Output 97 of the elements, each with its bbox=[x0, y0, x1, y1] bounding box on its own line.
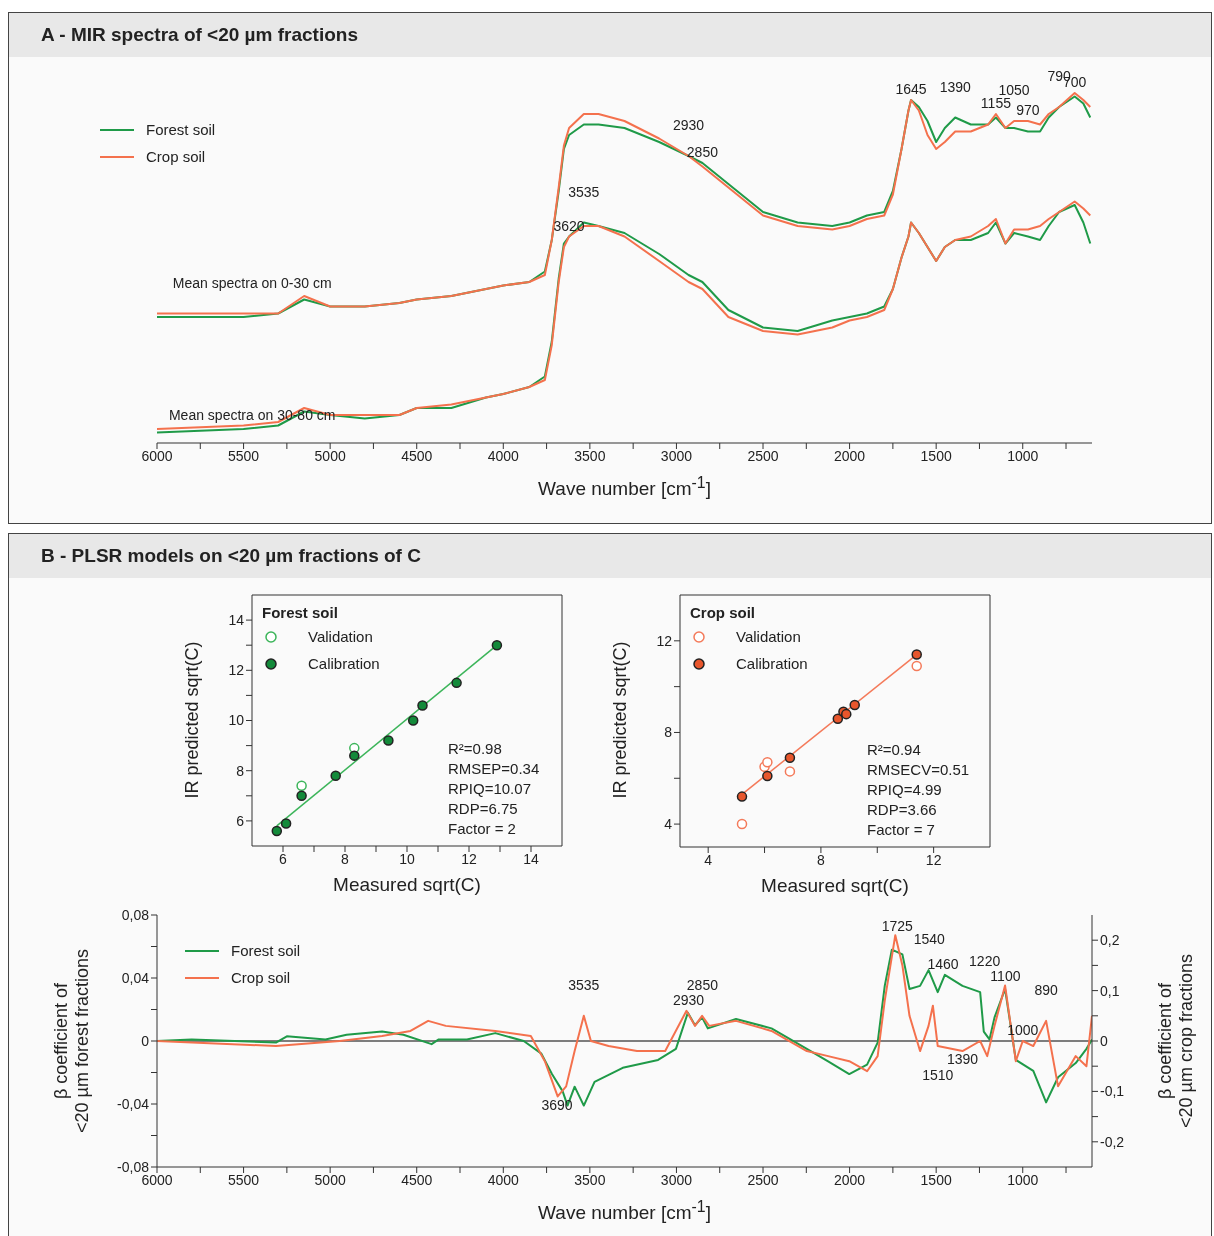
annotation: Factor = 2 bbox=[448, 819, 517, 839]
annotation: 1510 bbox=[922, 1066, 954, 1083]
legend-label: Validation bbox=[308, 628, 373, 645]
legend-label: Validation bbox=[736, 628, 801, 645]
x-tick-label: 4500 bbox=[401, 447, 433, 464]
y-tick-label: 12 bbox=[228, 662, 245, 679]
y2-axis-title: β coefficient of <20 µm crop fractions bbox=[1155, 954, 1197, 1128]
x-tick-label: 2000 bbox=[834, 1171, 866, 1188]
y-tick-label: 0,04 bbox=[121, 969, 150, 986]
x-tick-label: 2000 bbox=[834, 447, 866, 464]
x-tick-label: 8 bbox=[817, 851, 826, 868]
annotation: RMSEP=0.34 bbox=[448, 759, 540, 779]
x-tick-label: 1000 bbox=[1007, 447, 1039, 464]
x-tick-label: 2500 bbox=[747, 447, 779, 464]
x-tick-label: 5500 bbox=[228, 1171, 260, 1188]
x-tick-label: 6000 bbox=[141, 447, 173, 464]
annotation: RMSECV=0.51 bbox=[867, 760, 970, 780]
legend-label: Forest soil bbox=[146, 121, 216, 138]
y2-tick-label: -0,2 bbox=[1100, 1133, 1125, 1150]
x-tick-label: 4000 bbox=[487, 1171, 520, 1188]
legend-label: Calibration bbox=[308, 655, 380, 672]
annotation: Mean spectra on 0-30 cm bbox=[172, 274, 332, 291]
y2-tick-label: -0,1 bbox=[1100, 1083, 1125, 1100]
annotation: 3690 bbox=[541, 1097, 573, 1114]
legend-title: Forest soil bbox=[262, 604, 339, 621]
annotation: 1460 bbox=[927, 955, 959, 972]
x-axis-title: Wave number [cm$^{-1}$] bbox=[537, 474, 712, 501]
annotation: R²=0.98 bbox=[448, 739, 503, 759]
y-tick-label: 0 bbox=[141, 1032, 150, 1049]
x-tick-label: 1000 bbox=[1007, 1171, 1039, 1188]
annotation: 1100 bbox=[990, 968, 1021, 985]
x-tick-label: 1500 bbox=[920, 1171, 952, 1188]
y-tick-label: 10 bbox=[228, 712, 245, 729]
x-axis-title: Measured sqrt(C) bbox=[760, 875, 910, 897]
annotation: 2930 bbox=[672, 992, 705, 1009]
annotation: 1725 bbox=[881, 918, 913, 935]
y-tick-label: 6 bbox=[236, 812, 245, 829]
y-tick-label: 14 bbox=[228, 612, 245, 629]
annotation: 2930 bbox=[672, 117, 705, 133]
x-tick-label: 4000 bbox=[487, 447, 520, 464]
y-axis-title: IR predicted sqrt(C) bbox=[181, 640, 203, 799]
annotation: 890 bbox=[1034, 981, 1059, 998]
x-tick-label: 10 bbox=[399, 850, 415, 867]
annotation: 1540 bbox=[913, 931, 946, 948]
annotation: 1050 bbox=[998, 82, 1030, 98]
y-axis-title: β coefficient of <20 µm forest fractions bbox=[51, 949, 93, 1133]
x-tick-label: 12 bbox=[461, 850, 477, 867]
x-tick-label: 3500 bbox=[574, 1171, 606, 1188]
annotation: 2850 bbox=[686, 144, 719, 160]
annotation: RDP=3.66 bbox=[867, 800, 938, 820]
annotation: Factor = 7 bbox=[867, 820, 936, 840]
legend-label: Crop soil bbox=[146, 148, 206, 165]
x-tick-label: 2500 bbox=[747, 1171, 779, 1188]
y2-tick-label: 0,1 bbox=[1100, 982, 1120, 999]
annotation: RPIQ=10.07 bbox=[448, 779, 532, 799]
legend-label: Calibration bbox=[736, 655, 808, 672]
x-tick-label: 1500 bbox=[920, 447, 952, 464]
y2-tick-label: 0 bbox=[1100, 1032, 1108, 1049]
annotation: R²=0.94 bbox=[867, 740, 922, 760]
annotation: 2850 bbox=[686, 976, 719, 993]
x-tick-label: 5000 bbox=[314, 447, 346, 464]
x-tick-label: 6 bbox=[279, 850, 288, 867]
legend-label: Forest soil bbox=[231, 942, 301, 959]
y-tick-label: 12 bbox=[656, 632, 673, 649]
y-tick-label: 8 bbox=[236, 762, 245, 779]
y-axis-title: IR predicted sqrt(C) bbox=[609, 641, 631, 799]
x-axis-title: Wave number [cm$^{-1}$] bbox=[537, 1198, 712, 1225]
x-tick-label: 5000 bbox=[314, 1171, 346, 1188]
legend-label: Crop soil bbox=[231, 969, 291, 986]
x-axis-title: Measured sqrt(C) bbox=[332, 874, 482, 896]
x-tick-label: 14 bbox=[523, 850, 539, 867]
annotation: 970 bbox=[1016, 102, 1040, 118]
annotation: 1645 bbox=[895, 81, 927, 97]
x-tick-label: 3000 bbox=[660, 447, 693, 464]
x-tick-label: 3000 bbox=[660, 1171, 693, 1188]
chart-title: B - PLSR models on <20 µm fractions of C bbox=[9, 534, 1211, 578]
chart-title: A - MIR spectra of <20 µm fractions bbox=[9, 13, 1211, 57]
annotation: 1155 bbox=[980, 95, 1012, 111]
y2-tick-label: 0,2 bbox=[1100, 932, 1120, 949]
x-tick-label: 8 bbox=[341, 850, 350, 867]
y-tick-label: 8 bbox=[664, 724, 673, 741]
annotation: RDP=6.75 bbox=[448, 799, 519, 819]
x-tick-label: 3500 bbox=[574, 447, 606, 464]
annotation: 3535 bbox=[568, 976, 600, 993]
y-tick-label: -0,04 bbox=[117, 1095, 150, 1112]
x-tick-label: 5500 bbox=[228, 447, 260, 464]
x-tick-label: 12 bbox=[925, 851, 942, 868]
annotation: 1390 bbox=[946, 1051, 979, 1068]
annotation: RPIQ=4.99 bbox=[867, 780, 943, 800]
x-tick-label: 4 bbox=[704, 851, 713, 868]
annotation: 1220 bbox=[969, 953, 1001, 970]
legend-title: Crop soil bbox=[690, 604, 756, 621]
annotation: 3535 bbox=[568, 183, 600, 200]
y-tick-label: 4 bbox=[664, 816, 673, 833]
x-tick-label: 4500 bbox=[401, 1171, 433, 1188]
y-tick-label: 0,08 bbox=[121, 906, 150, 923]
annotation: 1390 bbox=[939, 78, 971, 95]
